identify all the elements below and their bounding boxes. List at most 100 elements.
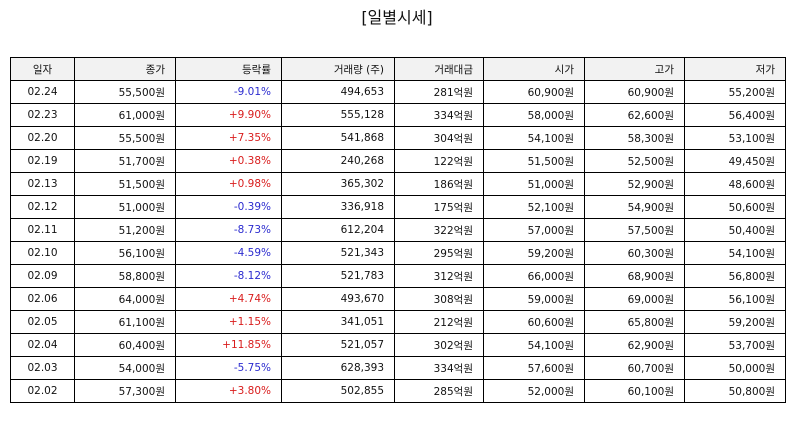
cell-high: 69,000원 <box>584 287 685 311</box>
table-header-row: 일자 종가 등락률 거래량 (주) 거래대금 시가 고가 저가 <box>10 57 786 81</box>
cell-amount: 308억원 <box>394 287 484 311</box>
cell-open: 54,100원 <box>483 333 585 357</box>
cell-date: 02.19 <box>10 149 75 173</box>
cell-volume: 628,393 <box>281 356 395 380</box>
table-row: 02.10 56,100원 -4.59% 521,343 295억원 59,200원 60,… <box>10 241 786 265</box>
cell-low: 56,100원 <box>684 287 786 311</box>
cell-close: 51,200원 <box>74 218 176 242</box>
cell-high: 54,900원 <box>584 195 685 219</box>
cell-amount: 304억원 <box>394 126 484 150</box>
table-row: 02.12 51,000원 -0.39% 336,918 175억원 52,100원 54,… <box>10 195 786 219</box>
cell-change: +7.35% <box>175 126 282 150</box>
cell-volume: 521,057 <box>281 333 395 357</box>
table-row: 02.09 58,800원 -8.12% 521,783 312억원 66,000원 68,… <box>10 264 786 288</box>
cell-change: +3.80% <box>175 379 282 403</box>
column-header-low: 저가 <box>684 57 786 81</box>
cell-low: 59,200원 <box>684 310 786 334</box>
cell-date: 02.06 <box>10 287 75 311</box>
cell-amount: 302억원 <box>394 333 484 357</box>
cell-date: 02.05 <box>10 310 75 334</box>
table-row: 02.11 51,200원 -8.73% 612,204 322억원 57,000원 57,… <box>10 218 786 242</box>
cell-date: 02.02 <box>10 379 75 403</box>
cell-amount: 285억원 <box>394 379 484 403</box>
column-header-change: 등락률 <box>175 57 282 81</box>
cell-open: 60,600원 <box>483 310 585 334</box>
column-header-amount: 거래대금 <box>394 57 484 81</box>
cell-low: 48,600원 <box>684 172 786 196</box>
cell-high: 68,900원 <box>584 264 685 288</box>
cell-open: 58,000원 <box>483 103 585 127</box>
cell-volume: 341,051 <box>281 310 395 334</box>
cell-change: -8.12% <box>175 264 282 288</box>
cell-amount: 334억원 <box>394 356 484 380</box>
cell-high: 62,600원 <box>584 103 685 127</box>
cell-close: 64,000원 <box>74 287 176 311</box>
cell-change: +11.85% <box>175 333 282 357</box>
cell-open: 54,100원 <box>483 126 585 150</box>
cell-date: 02.23 <box>10 103 75 127</box>
cell-date: 02.03 <box>10 356 75 380</box>
cell-low: 53,100원 <box>684 126 786 150</box>
cell-date: 02.13 <box>10 172 75 196</box>
cell-amount: 122억원 <box>394 149 484 173</box>
table-row: 02.06 64,000원 +4.74% 493,670 308억원 59,000원 69,… <box>10 287 786 311</box>
cell-volume: 240,268 <box>281 149 395 173</box>
cell-open: 52,100원 <box>483 195 585 219</box>
cell-low: 55,200원 <box>684 80 786 104</box>
cell-open: 57,000원 <box>483 218 585 242</box>
cell-low: 50,600원 <box>684 195 786 219</box>
cell-change: -5.75% <box>175 356 282 380</box>
cell-volume: 521,783 <box>281 264 395 288</box>
cell-close: 60,400원 <box>74 333 176 357</box>
cell-change: +0.98% <box>175 172 282 196</box>
table-row: 02.19 51,700원 +0.38% 240,268 122억원 51,500원 52,… <box>10 149 786 173</box>
cell-amount: 212억원 <box>394 310 484 334</box>
cell-high: 52,500원 <box>584 149 685 173</box>
cell-high: 60,700원 <box>584 356 685 380</box>
column-header-open: 시가 <box>483 57 585 81</box>
cell-open: 51,500원 <box>483 149 585 173</box>
cell-volume: 555,128 <box>281 103 395 127</box>
cell-open: 59,000원 <box>483 287 585 311</box>
cell-change: -4.59% <box>175 241 282 265</box>
cell-amount: 175억원 <box>394 195 484 219</box>
cell-change: +4.74% <box>175 287 282 311</box>
cell-amount: 186억원 <box>394 172 484 196</box>
cell-date: 02.20 <box>10 126 75 150</box>
cell-low: 49,450원 <box>684 149 786 173</box>
cell-low: 56,800원 <box>684 264 786 288</box>
cell-amount: 322억원 <box>394 218 484 242</box>
cell-volume: 541,868 <box>281 126 395 150</box>
cell-volume: 494,653 <box>281 80 395 104</box>
cell-open: 57,600원 <box>483 356 585 380</box>
cell-change: -8.73% <box>175 218 282 242</box>
cell-low: 50,400원 <box>684 218 786 242</box>
cell-open: 60,900원 <box>483 80 585 104</box>
cell-date: 02.12 <box>10 195 75 219</box>
column-header-date: 일자 <box>10 57 75 81</box>
cell-date: 02.10 <box>10 241 75 265</box>
cell-amount: 281억원 <box>394 80 484 104</box>
table-row: 02.04 60,400원 +11.85% 521,057 302억원 54,100원 62… <box>10 333 786 357</box>
column-header-close: 종가 <box>74 57 176 81</box>
cell-high: 57,500원 <box>584 218 685 242</box>
cell-date: 02.24 <box>10 80 75 104</box>
cell-high: 52,900원 <box>584 172 685 196</box>
cell-open: 52,000원 <box>483 379 585 403</box>
cell-close: 54,000원 <box>74 356 176 380</box>
cell-high: 62,900원 <box>584 333 685 357</box>
column-header-high: 고가 <box>584 57 685 81</box>
table-row: 02.24 55,500원 -9.01% 494,653 281억원 60,900원 60,… <box>10 80 786 104</box>
cell-volume: 502,855 <box>281 379 395 403</box>
cell-amount: 295억원 <box>394 241 484 265</box>
cell-change: -0.39% <box>175 195 282 219</box>
cell-close: 55,500원 <box>74 126 176 150</box>
cell-high: 60,900원 <box>584 80 685 104</box>
cell-open: 59,200원 <box>483 241 585 265</box>
cell-change: +9.90% <box>175 103 282 127</box>
cell-volume: 336,918 <box>281 195 395 219</box>
page-title: [일별시세] <box>361 8 433 27</box>
table-body: 02.24 55,500원 -9.01% 494,653 281억원 60,900원 60,… <box>10 80 786 403</box>
cell-date: 02.09 <box>10 264 75 288</box>
table-row: 02.02 57,300원 +3.80% 502,855 285억원 52,000원 60,… <box>10 379 786 403</box>
